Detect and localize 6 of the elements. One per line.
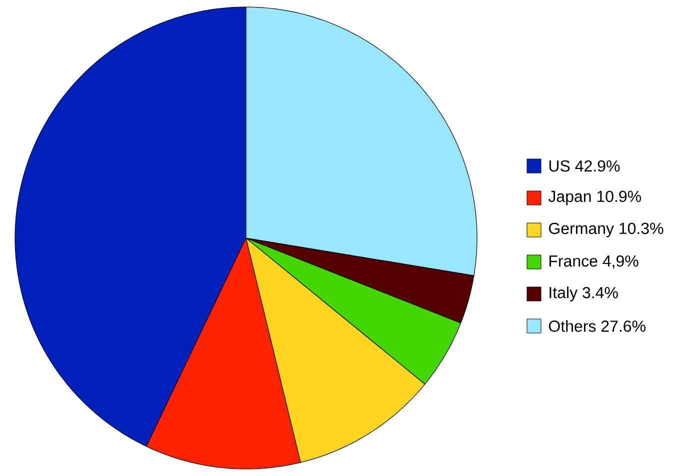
legend-label: Germany 10.3%	[549, 222, 664, 238]
legend-label: France 4,9%	[550, 255, 638, 269]
legend-label: Japan 10.9%	[548, 190, 642, 206]
legend-label: US 42.9%	[549, 160, 620, 172]
legend-label: Italy 3.4%	[550, 286, 618, 302]
legend-label: Others 27.6%	[548, 320, 646, 332]
